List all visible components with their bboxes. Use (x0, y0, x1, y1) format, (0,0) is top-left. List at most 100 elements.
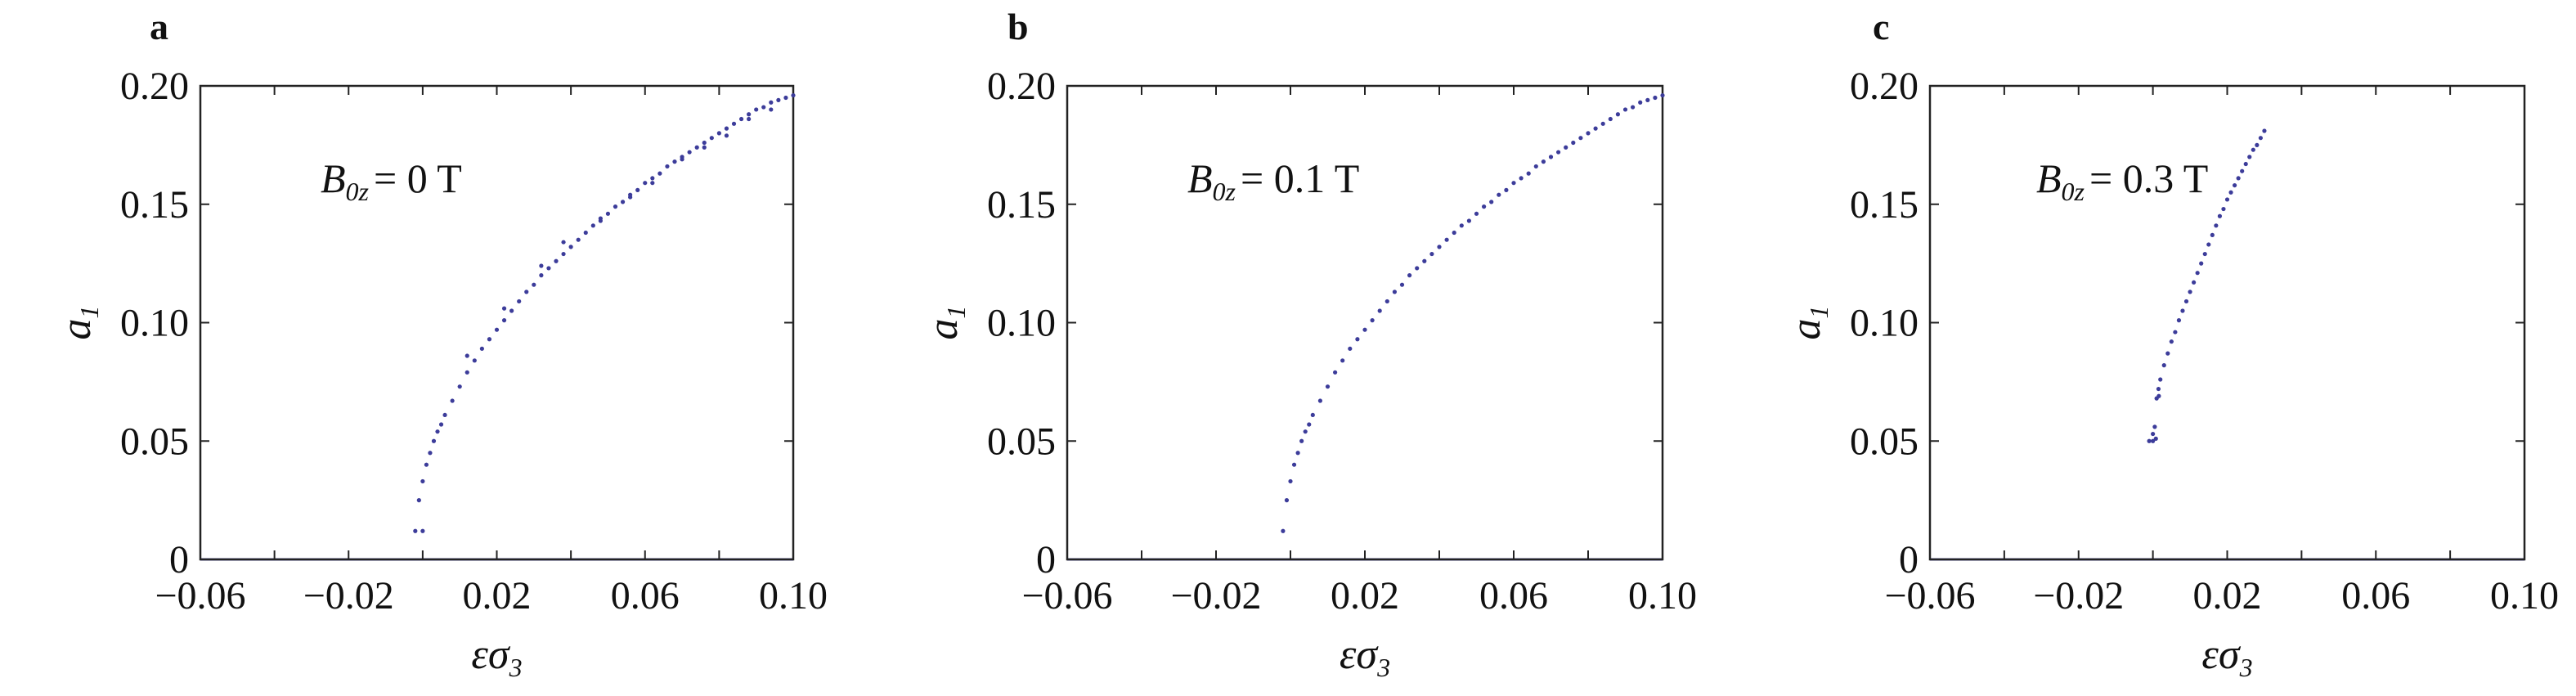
data-point (2202, 251, 2207, 257)
data-point (1333, 370, 1338, 375)
data-point (424, 462, 429, 467)
data-point (1348, 346, 1353, 351)
data-point (1497, 192, 1501, 197)
data-point (1533, 164, 1538, 169)
data-point (694, 145, 699, 150)
data-point (791, 92, 796, 98)
data-point (1466, 218, 1471, 223)
data-point (2243, 161, 2248, 167)
x-tick-label: 0.10 (2490, 574, 2559, 617)
field-annotation: B0z = 0 T (321, 155, 462, 206)
data-point (1586, 131, 1591, 136)
data-point (1377, 308, 1382, 313)
y-axis-title: a1 (1783, 306, 1833, 340)
field-subscript: 0z (2062, 177, 2085, 206)
data-point (413, 528, 418, 533)
data-point (442, 412, 447, 418)
data-point (2232, 182, 2237, 188)
y-tick-label: 0.05 (120, 420, 189, 463)
y-tick-label: 0.10 (120, 302, 189, 345)
field-annotation: B0z = 0.1 T (1187, 155, 1359, 206)
data-point (598, 216, 603, 221)
data-point (1415, 266, 1420, 271)
data-point (517, 299, 522, 304)
data-point (479, 346, 484, 351)
x-tick-label: −0.06 (1021, 574, 1112, 617)
data-point (524, 290, 529, 294)
x-tick-label: 0.02 (2193, 574, 2262, 617)
data-point (2224, 197, 2230, 202)
data-point (1392, 290, 1397, 294)
x-axis-title-sub: 3 (1376, 653, 1390, 682)
data-point (1370, 318, 1375, 323)
data-point (2214, 223, 2219, 228)
field-value: = 0.3 T (2089, 155, 2208, 201)
y-axis-title-sub: 1 (74, 306, 104, 319)
y-axis-title-main: a (1783, 319, 1829, 340)
y-tick-label: 0.20 (120, 65, 189, 108)
data-point (783, 95, 788, 101)
x-axis-title-main: εσ (471, 631, 510, 678)
data-point (2228, 190, 2233, 195)
data-point (650, 176, 655, 181)
field-subscript: 0z (1213, 177, 1236, 206)
y-axis-title-sub: 1 (1804, 306, 1833, 319)
data-point (702, 145, 707, 150)
data-point (665, 164, 670, 169)
panel-letter: b (1008, 6, 1029, 47)
data-point (431, 438, 437, 443)
x-tick-label: 0.02 (1331, 574, 1399, 617)
data-point (628, 195, 633, 200)
data-point (2199, 261, 2204, 266)
data-point (724, 126, 729, 131)
field-value: = 0 T (374, 155, 462, 201)
data-point (1660, 92, 1665, 98)
data-point (539, 273, 544, 278)
x-axis-title: εσ3 (2201, 631, 2252, 682)
data-point (2210, 232, 2215, 237)
x-tick-label: 0.06 (2341, 574, 2410, 617)
data-point (494, 327, 500, 332)
data-point (1325, 384, 1331, 389)
field-symbol: B (321, 155, 346, 201)
data-point (2188, 290, 2192, 294)
data-point (583, 230, 588, 236)
data-point (1645, 97, 1650, 102)
data-point (1615, 112, 1620, 117)
data-point (554, 258, 559, 263)
data-point (2156, 386, 2161, 392)
data-point (2161, 363, 2166, 368)
data-point (546, 266, 551, 271)
y-tick-label: 0.15 (120, 183, 189, 227)
data-point (1303, 429, 1308, 434)
data-point (2258, 136, 2263, 141)
data-point (2192, 280, 2197, 285)
field-annotation-text: B0z = 0.1 T (1187, 155, 1359, 206)
x-axis-title: εσ3 (471, 631, 522, 682)
plot-frame (1066, 84, 1664, 561)
data-point (457, 384, 462, 389)
data-point (1299, 438, 1304, 443)
y-tick-label: 0 (1899, 538, 1919, 581)
data-point (761, 105, 766, 110)
data-point (1593, 126, 1598, 131)
data-point (738, 116, 744, 122)
data-point (1444, 237, 1449, 242)
field-subscript: 0z (346, 177, 370, 206)
y-tick-label: 0.05 (987, 420, 1056, 463)
data-point (1384, 299, 1389, 304)
data-point (2251, 147, 2255, 152)
y-axis-title-main: a (53, 319, 100, 340)
data-point (657, 171, 662, 176)
panel-letter: a (150, 6, 168, 47)
data-point (702, 140, 707, 146)
data-point (2173, 330, 2178, 335)
x-tick-label: −0.06 (1884, 574, 1975, 617)
data-point (716, 131, 721, 136)
panel-letter: c (1873, 6, 1889, 47)
y-axis-title: a1 (920, 306, 971, 340)
data-point (1422, 258, 1427, 263)
data-point (2183, 299, 2189, 304)
data-point (1578, 136, 1583, 141)
data-point (605, 211, 611, 216)
